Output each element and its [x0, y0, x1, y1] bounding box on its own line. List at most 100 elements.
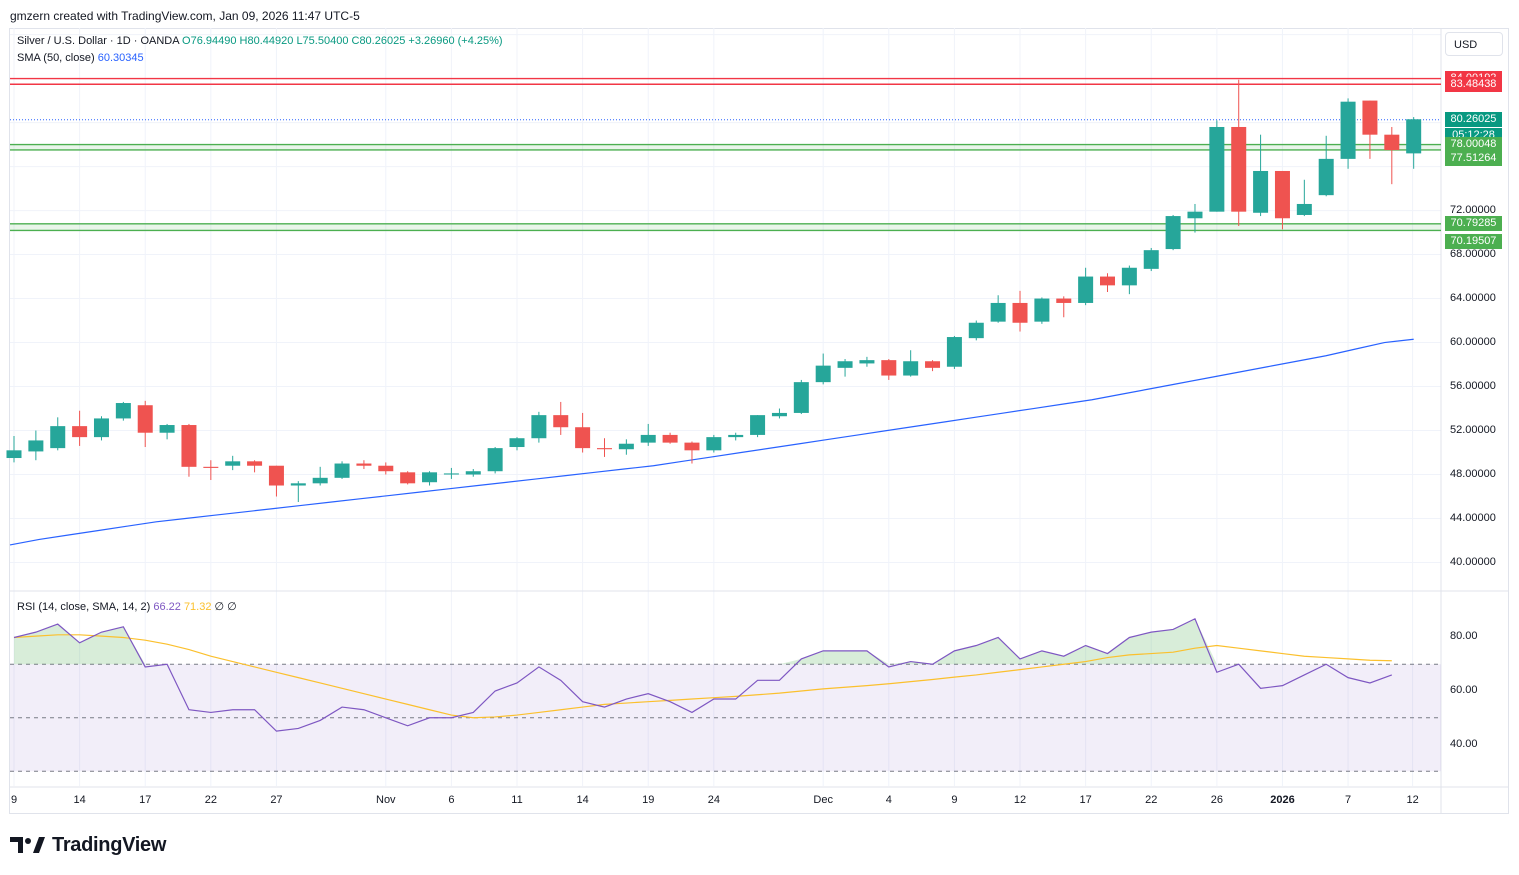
time-tick-label: 27: [270, 794, 283, 806]
sma-legend-value: 60.30345: [97, 52, 144, 64]
candle-body: [268, 465, 284, 486]
candle-body: [1165, 216, 1181, 250]
candle-body: [1143, 250, 1159, 269]
price-tick-label: 68.00000: [1450, 247, 1496, 260]
rsi-legend-value: 66.22: [153, 601, 181, 613]
legend-low: L75.50400: [296, 35, 349, 47]
candle-body: [640, 434, 656, 443]
candle-body: [181, 425, 197, 467]
time-tick-label: 22: [204, 794, 217, 806]
candle-body: [859, 360, 875, 364]
price-box-label: 83.48438: [1445, 76, 1502, 92]
price-box-label: 77.51264: [1445, 151, 1502, 167]
rsi-tick-label: 40.00: [1450, 737, 1478, 750]
support-zone-lower: [10, 223, 1441, 231]
rsi-legend-label[interactable]: RSI (14, close, SMA, 14, 2): [17, 601, 151, 613]
price-box-label: 78.00048: [1445, 137, 1502, 153]
candle-body: [1121, 267, 1137, 286]
candle-body: [378, 465, 394, 472]
rsi-tick-label: 80.00: [1450, 630, 1478, 643]
candle-body: [203, 466, 219, 468]
candle-body: [575, 427, 591, 449]
candle-body: [50, 426, 66, 449]
candle-body: [968, 322, 984, 339]
sma-legend: SMA (50, close) 60.30345: [17, 52, 144, 64]
candle-body: [247, 461, 263, 466]
candle-body: [1056, 298, 1072, 303]
legend-symbol[interactable]: Silver / U.S. Dollar · 1D · OANDA: [17, 35, 179, 47]
candle-body: [750, 415, 766, 435]
time-tick-label: 14: [576, 794, 589, 806]
candle-body: [990, 302, 1006, 322]
time-tick-label: 2026: [1270, 794, 1295, 806]
time-tick-label: 11: [511, 794, 523, 806]
legend-open: O76.94490: [182, 35, 237, 47]
candle-body: [662, 434, 678, 443]
candle-body: [1340, 101, 1356, 159]
candle-body: [334, 463, 350, 478]
time-tick-label: 14: [73, 794, 86, 806]
candle-body: [1078, 276, 1094, 303]
candle-body: [1406, 119, 1422, 154]
candle-body: [1274, 170, 1290, 219]
candle-body: [618, 443, 634, 450]
candle-body: [290, 483, 306, 486]
legend-close: C80.26025: [351, 35, 406, 47]
candle-body: [443, 473, 459, 475]
time-tick-label: Dec: [813, 794, 833, 806]
time-tick-label: 12: [1013, 794, 1027, 806]
candle-body: [1253, 170, 1269, 213]
price-box-label: 70.19507: [1445, 233, 1502, 249]
candle-body: [553, 415, 569, 428]
candle-body: [356, 463, 372, 466]
candle-body: [422, 472, 438, 483]
tradingview-brand: TradingView: [52, 833, 167, 856]
candle-body: [946, 337, 962, 367]
candle-body: [1362, 100, 1378, 135]
price-tick-label: 52.00000: [1450, 423, 1496, 436]
rsi-legend: RSI (14, close, SMA, 14, 2) 66.22 71.32 …: [17, 600, 237, 613]
candle-body: [72, 426, 88, 438]
candle-body: [925, 361, 941, 368]
support-zone-upper: [10, 144, 1441, 150]
time-tick-label: 9: [10, 794, 18, 806]
candle-body: [1318, 158, 1334, 196]
candle-body: [596, 448, 612, 450]
candle-body: [1231, 126, 1247, 212]
candle-body: [771, 412, 787, 417]
candle-body: [159, 425, 175, 433]
sma50-line: [9, 338, 1414, 546]
candle-body: [93, 418, 109, 438]
price-tick-label: 60.00000: [1450, 335, 1496, 348]
legend-change: +3.26960 (+4.25%): [408, 35, 503, 47]
tradingview-logo[interactable]: TradingView: [10, 834, 166, 856]
currency-selector[interactable]: USD: [1445, 32, 1503, 56]
candle-body: [793, 382, 809, 413]
candle-body: [1187, 211, 1203, 219]
price-legend: Silver / U.S. Dollar · 1D · OANDA O76.94…: [17, 35, 503, 47]
candle-body: [6, 450, 22, 459]
candle-body: [815, 365, 831, 383]
time-tick-label: 22: [1145, 794, 1158, 806]
time-tick-label: 6: [448, 794, 455, 806]
candle-body: [1296, 203, 1312, 215]
price-tick-label: 56.00000: [1450, 379, 1496, 392]
price-box-label: 70.79285: [1445, 216, 1502, 232]
time-tick-label: 7: [1345, 794, 1352, 806]
time-tick-label: 17: [1079, 794, 1092, 806]
rsi-line: [13, 617, 1393, 732]
candle-body: [728, 434, 744, 438]
candle-body: [509, 438, 525, 448]
candle-body: [706, 437, 722, 451]
price-box-label: 80.26025: [1445, 112, 1502, 128]
sma-legend-label[interactable]: SMA (50, close): [17, 52, 95, 64]
candle-body: [684, 442, 700, 451]
candle-body: [837, 361, 853, 368]
rsi-legend-sma-value: 71.32: [183, 601, 212, 613]
rsi-tick-label: 60.00: [1450, 684, 1478, 696]
time-tick-label: 12: [1406, 794, 1419, 806]
rsi-legend-extra: ∅ ∅: [214, 601, 237, 613]
candle-body: [487, 448, 503, 472]
candle-body: [531, 415, 547, 439]
